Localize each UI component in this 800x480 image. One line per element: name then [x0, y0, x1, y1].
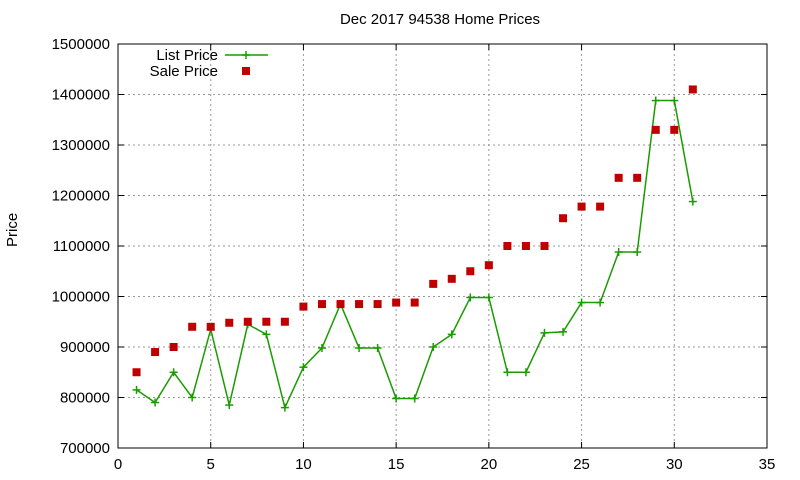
sale-price-point — [392, 298, 401, 307]
gridlines — [118, 44, 767, 448]
sale-price-point — [577, 202, 586, 211]
list-price-point — [429, 343, 438, 351]
list-price-point — [262, 330, 271, 339]
y-tick-label: 1000000 — [52, 289, 110, 306]
y-tick-label: 1500000 — [52, 36, 110, 53]
list-price-point — [540, 328, 549, 337]
y-tick-label: 900000 — [60, 339, 110, 356]
sale-price-point — [188, 322, 197, 331]
list-price-point — [299, 363, 308, 372]
x-tick-label: 5 — [207, 456, 215, 473]
legend-swatch — [242, 67, 250, 75]
x-tick-label: 25 — [573, 456, 590, 473]
sale-price-point — [651, 125, 660, 134]
list-price-point — [225, 401, 234, 410]
sale-price-point — [169, 343, 178, 351]
sale-price-point — [243, 317, 252, 326]
x-tick-label: 10 — [295, 456, 312, 473]
x-tick-label: 20 — [481, 456, 498, 473]
y-tick-label: 1300000 — [52, 137, 110, 154]
list-price-point — [373, 344, 382, 353]
list-price-point — [484, 293, 493, 302]
sale-price-point — [280, 317, 289, 326]
list-price-point — [670, 96, 679, 105]
list-price-point — [466, 293, 475, 302]
x-tick-label: 0 — [114, 456, 122, 473]
sale-price-point — [355, 300, 364, 309]
axes — [117, 43, 768, 449]
list-price-point — [521, 368, 530, 377]
sale-price-point — [614, 173, 623, 182]
sale-price-point — [373, 300, 382, 309]
list-price-point — [151, 398, 160, 407]
list-price-point — [577, 298, 586, 307]
sale-price-point — [336, 300, 345, 309]
sale-price-point — [151, 348, 160, 357]
list-price-point — [651, 96, 660, 105]
y-tick-label: 1100000 — [53, 238, 110, 255]
sale-price-point — [466, 267, 475, 276]
x-tick-label: 15 — [388, 456, 405, 473]
series-layer — [132, 85, 697, 412]
chart-title: Dec 2017 94538 Home Prices — [339, 11, 541, 28]
sale-price-point — [447, 274, 456, 283]
sale-price-point — [596, 202, 605, 211]
list-price-point — [188, 393, 197, 402]
sale-price-point — [429, 279, 438, 288]
sale-price-point — [132, 368, 141, 377]
list-price-point — [132, 385, 141, 394]
y-tick-label: 700000 — [60, 440, 110, 457]
sale-price-point — [521, 242, 530, 250]
list-price-point — [169, 368, 178, 377]
sale-price-point — [299, 302, 308, 311]
tick-labels: 0 5 10 15 20 25 30 35 700000 800000 900000 1000000 1… — [52, 36, 776, 473]
sale-price-point — [484, 261, 493, 270]
y-tick-label: 1400000 — [52, 87, 110, 104]
list-price-point — [410, 394, 419, 403]
sale-price-point — [410, 298, 419, 307]
sale-price-point — [688, 85, 697, 94]
x-tick-label: 35 — [759, 456, 776, 473]
legend-label: Sale Price — [150, 63, 218, 80]
list-price-point — [688, 197, 697, 206]
list-price-point — [503, 368, 512, 377]
sale-price-point — [225, 318, 234, 327]
list-price-point — [559, 327, 568, 336]
sale-price-point — [540, 242, 549, 250]
list-price-point — [280, 403, 289, 412]
sale-price-point — [262, 317, 271, 326]
sale-price-point — [559, 214, 568, 223]
sale-price-point — [206, 322, 215, 331]
sale-price-point — [670, 125, 679, 134]
y-tick-label: 800000 — [60, 390, 110, 407]
list-price-point — [614, 248, 623, 257]
list-price-point — [355, 344, 364, 353]
legend-label: List Price — [156, 47, 218, 64]
x-tick-label: 30 — [666, 456, 683, 473]
sale-price-point — [317, 300, 326, 309]
list-price-point — [633, 248, 642, 257]
list-price-point — [596, 298, 605, 307]
sale-price-point — [503, 242, 512, 250]
sale-price-point — [633, 173, 642, 182]
list-price-point — [447, 330, 456, 339]
list-price-point — [392, 394, 401, 403]
list-price-point — [317, 344, 326, 353]
legend-swatch-marker — [242, 51, 250, 59]
list-price-line — [136, 99, 694, 410]
y-tick-label: 1200000 — [52, 188, 110, 205]
